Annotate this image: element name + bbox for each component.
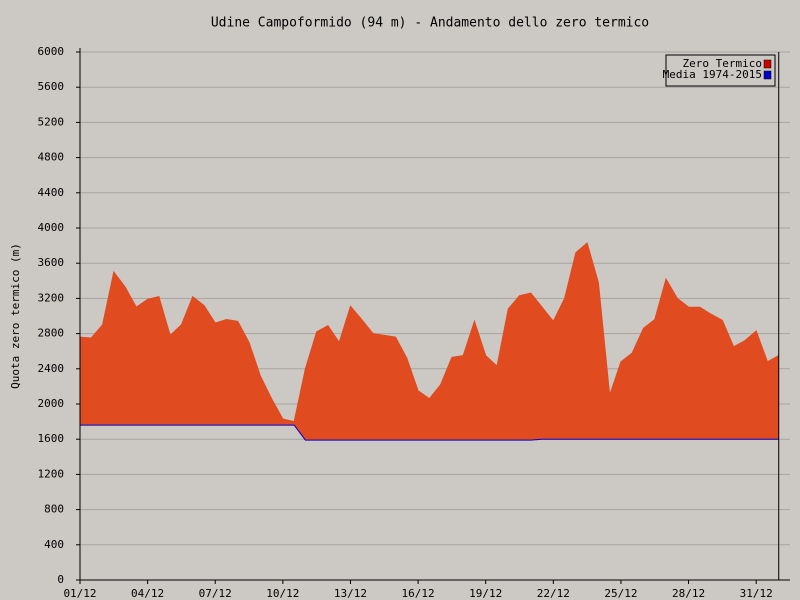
- y-tick-label: 3600: [38, 256, 65, 269]
- y-tick-label: 2400: [38, 362, 65, 375]
- y-tick-label: 1200: [38, 467, 65, 480]
- y-tick-label: 5600: [38, 80, 65, 93]
- x-tick-label: 07/12: [199, 587, 232, 600]
- y-tick-label: 5200: [38, 115, 65, 128]
- y-tick-label: 2800: [38, 327, 65, 340]
- x-tick-label: 13/12: [334, 587, 367, 600]
- y-tick-label: 6000: [38, 45, 65, 58]
- legend-label: Zero Termico: [683, 57, 762, 70]
- x-tick-label: 19/12: [469, 587, 502, 600]
- legend-swatch: [763, 70, 772, 80]
- y-tick-label: 2000: [38, 397, 65, 410]
- y-tick-label: 800: [44, 503, 64, 516]
- y-tick-label: 4000: [38, 221, 65, 234]
- area-fill: [80, 242, 779, 441]
- y-tick-label: 4800: [38, 151, 65, 164]
- y-axis-label: Quota zero termico (m): [9, 243, 22, 389]
- x-tick-label: 25/12: [604, 587, 637, 600]
- x-tick-label: 22/12: [537, 587, 570, 600]
- y-tick-label: 4400: [38, 186, 65, 199]
- y-tick-label: 400: [44, 538, 64, 551]
- series-line: [79, 242, 779, 423]
- chart-title: Udine Campoformido (94 m) - Andamento de…: [211, 16, 649, 31]
- legend-label: Media 1974-2015: [663, 68, 762, 81]
- y-tick-label: 1600: [38, 432, 65, 445]
- y-tick-label: 3200: [38, 291, 65, 304]
- x-tick-label: 16/12: [402, 587, 435, 600]
- x-tick-label: 01/12: [63, 587, 96, 600]
- series-line: [80, 424, 779, 441]
- x-tick-label: 31/12: [740, 587, 773, 600]
- x-tick-label: 04/12: [131, 587, 164, 600]
- x-tick-label: 28/12: [672, 587, 705, 600]
- y-tick-label: 0: [57, 573, 64, 586]
- x-tick-label: 10/12: [266, 587, 299, 600]
- legend-swatch: [763, 59, 772, 69]
- legend-box: [665, 54, 776, 87]
